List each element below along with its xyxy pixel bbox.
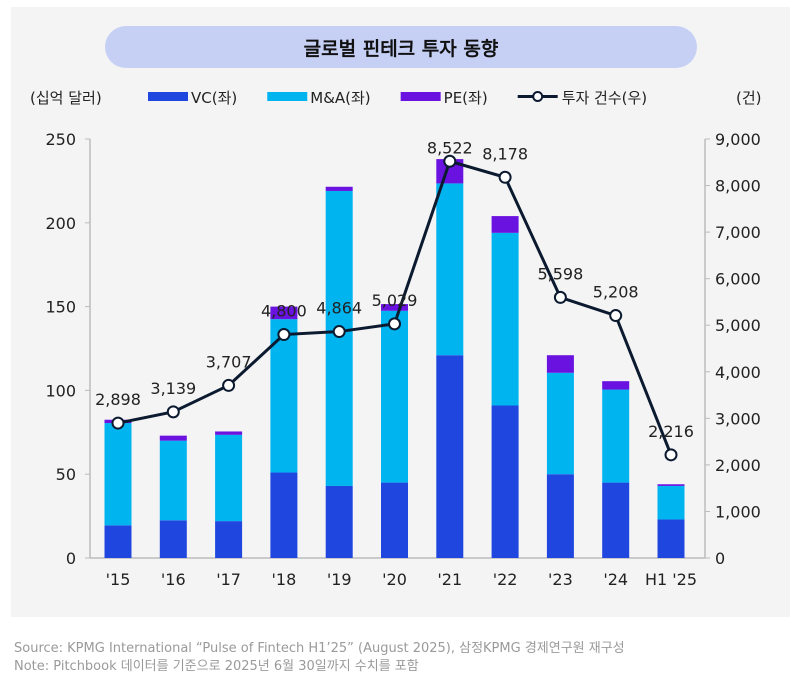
bar-m-a <box>491 232 519 406</box>
bar-m-a <box>546 372 574 475</box>
x-tick-label: '24 <box>603 570 628 589</box>
deal-count-label: 4,800 <box>261 302 307 321</box>
chart-title: 글로벌 핀테크 투자 동향 <box>105 26 697 68</box>
legend-label: PE(좌) <box>444 89 488 107</box>
bar-m-a <box>657 485 685 520</box>
left-tick-label: 50 <box>56 465 76 484</box>
deal-count-point <box>609 309 623 323</box>
deal-count-label: 3,707 <box>206 352 252 371</box>
legend-marker <box>532 91 544 102</box>
bar-vc <box>602 482 630 558</box>
bar-pe <box>381 304 408 311</box>
deal-count-point <box>388 317 401 331</box>
deal-count-label: 5,208 <box>593 283 639 302</box>
bar-m-a <box>159 440 187 521</box>
bar-vc <box>104 525 132 558</box>
deal-count-point <box>166 405 180 419</box>
right-tick-label: 0 <box>715 549 725 568</box>
bar-vc <box>215 521 243 558</box>
bar-m-a <box>215 434 243 522</box>
bar-vc <box>381 482 408 558</box>
bar-pe <box>491 216 519 233</box>
deal-count-point <box>111 416 125 430</box>
right-axis-unit: (건) <box>736 89 762 107</box>
bar-m-a <box>104 423 132 526</box>
deal-count-point <box>553 290 567 304</box>
bar-pe <box>159 435 187 441</box>
bar-pe <box>325 186 353 191</box>
right-tick-label: 4,000 <box>715 363 761 382</box>
legend-label: VC(좌) <box>191 89 237 107</box>
legend-swatch <box>148 92 188 101</box>
bar-vc <box>436 355 464 558</box>
bar-vc <box>491 405 519 558</box>
bar-vc <box>546 474 574 558</box>
deal-count-point <box>664 448 678 462</box>
x-tick-label: '17 <box>216 570 241 589</box>
x-tick-label: H1 '25 <box>645 570 697 589</box>
bar-vc <box>159 520 187 558</box>
right-tick-label: 6,000 <box>715 270 761 289</box>
legend-label: 투자 건수(우) <box>562 89 647 107</box>
deal-count-point <box>443 154 457 168</box>
bar-pe <box>215 431 243 435</box>
left-tick-label: 250 <box>45 130 76 149</box>
left-tick-label: 150 <box>45 298 76 317</box>
left-axis-unit: (십억 달러) <box>30 89 102 107</box>
right-tick-label: 1,000 <box>715 502 761 521</box>
left-tick-label: 100 <box>45 381 76 400</box>
bar-pe <box>602 381 630 390</box>
right-tick-label: 8,000 <box>715 177 761 196</box>
bar-m-a <box>381 310 408 483</box>
right-tick-label: 5,000 <box>715 316 761 335</box>
x-tick-label: '15 <box>106 570 131 589</box>
deal-count-label: 4,864 <box>316 299 362 318</box>
left-tick-label: 0 <box>66 549 76 568</box>
deal-count-label: 5,029 <box>372 291 418 310</box>
deal-count-label: 8,178 <box>482 144 528 163</box>
deal-count-point <box>222 378 236 392</box>
bar-m-a <box>602 389 630 483</box>
legend-swatch <box>267 92 308 101</box>
x-tick-label: '19 <box>327 570 352 589</box>
right-tick-label: 2,000 <box>715 456 761 475</box>
right-tick-label: 7,000 <box>715 223 761 242</box>
deal-count-point <box>498 170 512 184</box>
bar-pe <box>546 355 574 373</box>
x-tick-label: '20 <box>382 570 407 589</box>
x-tick-label: '22 <box>493 570 518 589</box>
right-tick-label: 9,000 <box>715 130 761 149</box>
x-tick-label: '18 <box>272 570 297 589</box>
x-tick-label: '16 <box>161 570 186 589</box>
deal-count-label: 2,216 <box>648 422 694 441</box>
right-tick-label: 3,000 <box>715 409 761 428</box>
bar-pe <box>270 306 298 320</box>
left-tick-label: 200 <box>45 214 76 233</box>
deal-count-point <box>332 325 346 339</box>
legend-swatch <box>400 92 441 101</box>
x-tick-label: '21 <box>437 570 462 589</box>
bar-vc <box>270 472 298 558</box>
deal-count-point <box>277 328 291 342</box>
bar-vc <box>657 519 685 558</box>
deal-count-label: 8,522 <box>427 138 473 157</box>
deal-count-label: 5,598 <box>537 264 583 283</box>
bar-vc <box>325 485 353 558</box>
x-tick-label: '23 <box>548 570 573 589</box>
bar-pe <box>657 484 685 486</box>
bar-m-a <box>436 183 464 356</box>
deal-count-label: 2,898 <box>95 390 141 409</box>
source-note: Source: KPMG International “Pulse of Fin… <box>14 641 625 656</box>
deal-count-label: 3,139 <box>150 379 196 398</box>
legend-label: M&A(좌) <box>310 89 370 107</box>
bar-m-a <box>325 190 353 486</box>
data-note: Note: Pitchbook 데이터를 기준으로 2025년 6월 30일까지… <box>14 659 419 674</box>
